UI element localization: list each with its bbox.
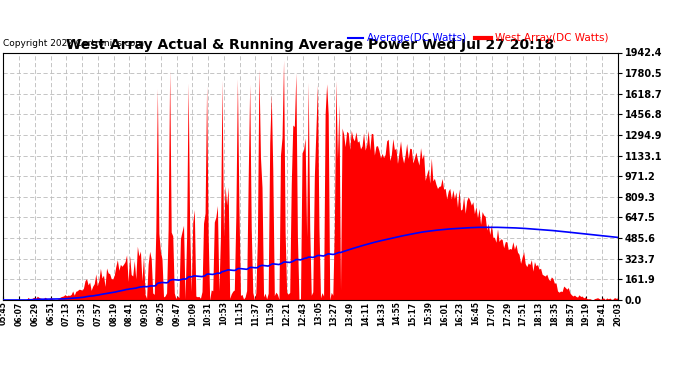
Title: West Array Actual & Running Average Power Wed Jul 27 20:18: West Array Actual & Running Average Powe… [66,39,555,53]
Legend: Average(DC Watts), West Array(DC Watts): Average(DC Watts), West Array(DC Watts) [344,29,612,48]
Text: Copyright 2022 Cartronics.com: Copyright 2022 Cartronics.com [3,39,144,48]
